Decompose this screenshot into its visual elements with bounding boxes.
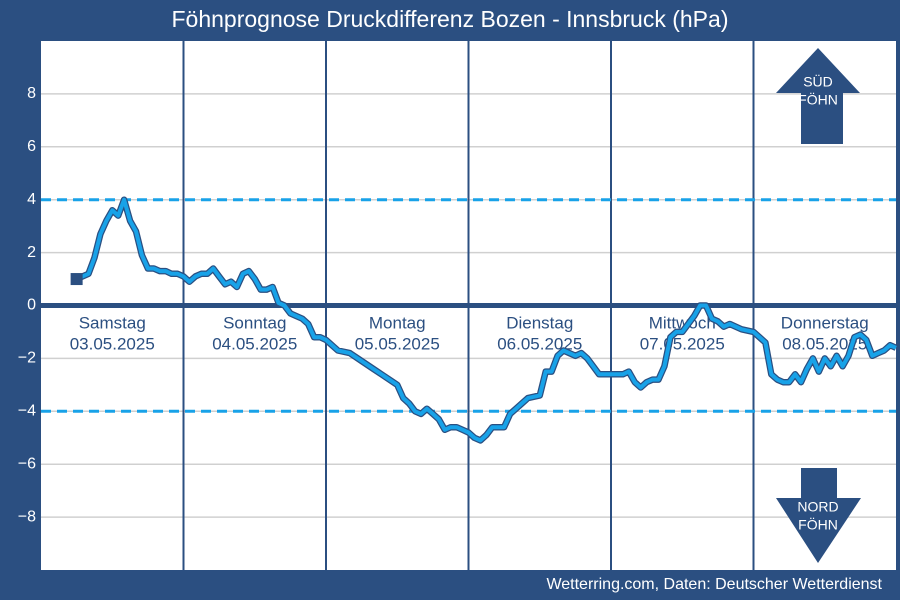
arrow-down [776, 468, 861, 563]
day-name: Donnerstag [781, 313, 869, 332]
y-tick-label: 8 [27, 85, 36, 102]
start-marker [70, 273, 83, 286]
day-date: 08.05.2025 [782, 334, 867, 353]
day-name: Dienstag [506, 313, 573, 332]
day-name: Sonntag [223, 313, 286, 332]
grid: −8 −6 −4 −2 0 2 4 6 8 Samstag 03.05.2025 Sonntag 04.… [18, 41, 896, 570]
y-tick-label: 0 [27, 297, 36, 314]
day-date: 04.05.2025 [212, 334, 297, 353]
y-tick-label: −6 [18, 455, 36, 472]
y-tick-label: −2 [18, 350, 36, 367]
day-name: Mittwoch [649, 313, 716, 332]
y-tick-label: 4 [27, 191, 36, 208]
y-tick-label: −8 [18, 508, 36, 525]
source: Wetterring.com, Daten: Deutscher Wetterd… [546, 576, 882, 593]
day-name: Montag [369, 313, 426, 332]
day-date: 05.05.2025 [355, 334, 440, 353]
day-date: 07.05.2025 [640, 334, 725, 353]
arrow-label: FÖHN [798, 91, 838, 108]
arrow-up [776, 48, 860, 144]
day-date: 03.05.2025 [70, 334, 155, 353]
arrow-label: SÜD [803, 73, 833, 90]
arrow-label: NORD [797, 499, 838, 515]
y-tick-label: 6 [27, 138, 36, 155]
day-name: Samstag [79, 313, 146, 332]
chart-title: Föhnprognose Druckdifferenz Bozen - Inns… [172, 6, 729, 32]
marks [70, 196, 898, 444]
arrow-label: FÖHN [798, 516, 838, 533]
y-tick-label: 2 [27, 244, 36, 261]
line [75, 197, 897, 443]
y-tick-label: −4 [18, 403, 36, 420]
